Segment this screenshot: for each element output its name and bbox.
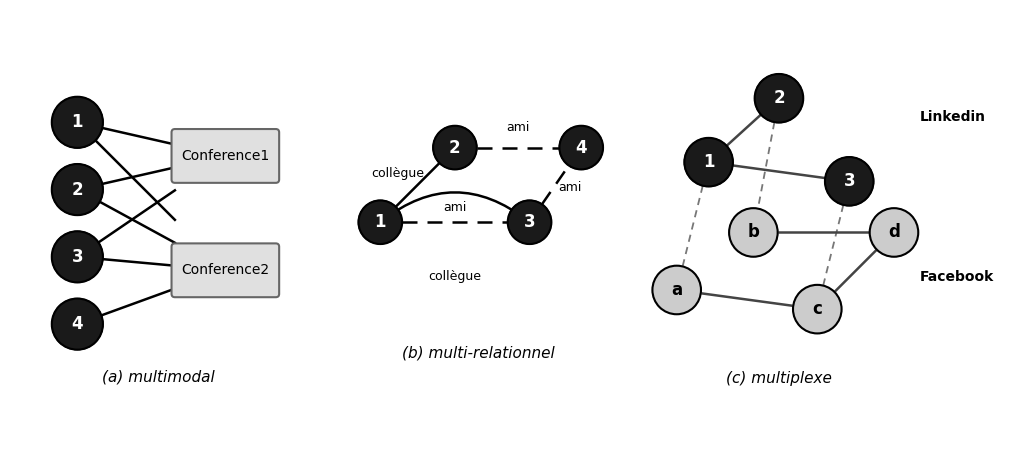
Text: Conference2: Conference2: [182, 263, 269, 277]
Text: (a) multimodal: (a) multimodal: [102, 370, 215, 385]
Circle shape: [793, 285, 842, 333]
Text: 1: 1: [703, 153, 714, 171]
Text: Conference1: Conference1: [182, 149, 269, 163]
Circle shape: [51, 299, 103, 350]
Text: 1: 1: [72, 113, 83, 131]
Text: b: b: [748, 223, 760, 241]
Circle shape: [51, 231, 103, 282]
FancyBboxPatch shape: [172, 129, 279, 183]
Text: 2: 2: [773, 89, 785, 107]
Text: 3: 3: [72, 248, 83, 266]
Text: a: a: [671, 281, 682, 299]
Text: d: d: [888, 223, 900, 241]
Circle shape: [508, 200, 551, 244]
Text: ami: ami: [443, 201, 466, 214]
Text: ami: ami: [558, 181, 581, 194]
Circle shape: [51, 97, 103, 148]
Text: 4: 4: [575, 138, 587, 156]
Text: 4: 4: [72, 315, 83, 333]
Circle shape: [559, 126, 603, 170]
Text: Linkedin: Linkedin: [919, 110, 986, 124]
Text: 1: 1: [374, 213, 386, 231]
Circle shape: [684, 138, 733, 186]
Text: 2: 2: [449, 138, 461, 156]
Text: (c) multiplexe: (c) multiplexe: [726, 371, 831, 386]
Text: 3: 3: [844, 172, 855, 190]
Circle shape: [755, 74, 803, 123]
Circle shape: [358, 200, 403, 244]
Circle shape: [433, 126, 476, 170]
Text: collègue: collègue: [429, 270, 481, 283]
Circle shape: [653, 266, 701, 314]
Text: ami: ami: [507, 121, 530, 134]
Circle shape: [730, 208, 778, 257]
Text: 2: 2: [72, 180, 83, 198]
Circle shape: [825, 157, 874, 206]
Text: 3: 3: [524, 213, 536, 231]
Text: c: c: [812, 300, 822, 318]
Text: Facebook: Facebook: [919, 270, 994, 284]
FancyArrowPatch shape: [382, 193, 528, 221]
Circle shape: [870, 208, 918, 257]
Circle shape: [51, 164, 103, 215]
FancyBboxPatch shape: [172, 244, 279, 297]
Text: (b) multi-relationnel: (b) multi-relationnel: [402, 345, 554, 360]
Text: collègue: collègue: [371, 167, 424, 180]
